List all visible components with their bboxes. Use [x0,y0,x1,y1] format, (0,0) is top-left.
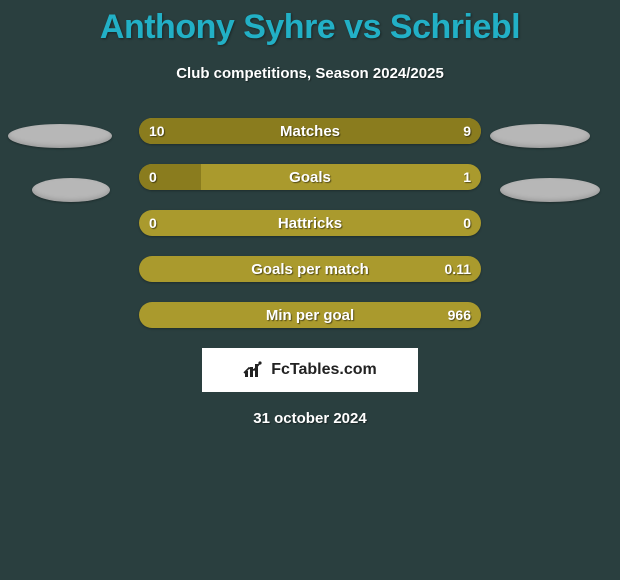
avatar-ellipse [490,124,590,148]
stat-label: Hattricks [139,210,481,236]
stat-label: Min per goal [139,302,481,328]
chart-icon [243,361,265,379]
stat-label: Goals per match [139,256,481,282]
badge-text: FcTables.com [271,361,377,379]
avatar-ellipse [8,124,112,148]
avatar-ellipse [32,178,110,202]
source-badge: FcTables.com [202,348,418,392]
date-text: 31 october 2024 [0,410,620,427]
avatar-ellipse [500,178,600,202]
stat-row: 0Goals1 [139,164,481,190]
stat-value-right: 0 [463,210,471,236]
page-title: Anthony Syhre vs Schriebl [0,0,620,47]
stats-rows: 10Matches90Goals10Hattricks0Goals per ma… [139,118,481,328]
stat-row: 0Hattricks0 [139,210,481,236]
stat-row: Goals per match0.11 [139,256,481,282]
stat-label: Goals [139,164,481,190]
stat-value-right: 1 [463,164,471,190]
stat-value-right: 0.11 [445,256,471,282]
stat-row: Min per goal966 [139,302,481,328]
stat-value-right: 9 [463,118,471,144]
stat-value-right: 966 [448,302,471,328]
stat-row: 10Matches9 [139,118,481,144]
stat-label: Matches [139,118,481,144]
subtitle: Club competitions, Season 2024/2025 [0,65,620,82]
